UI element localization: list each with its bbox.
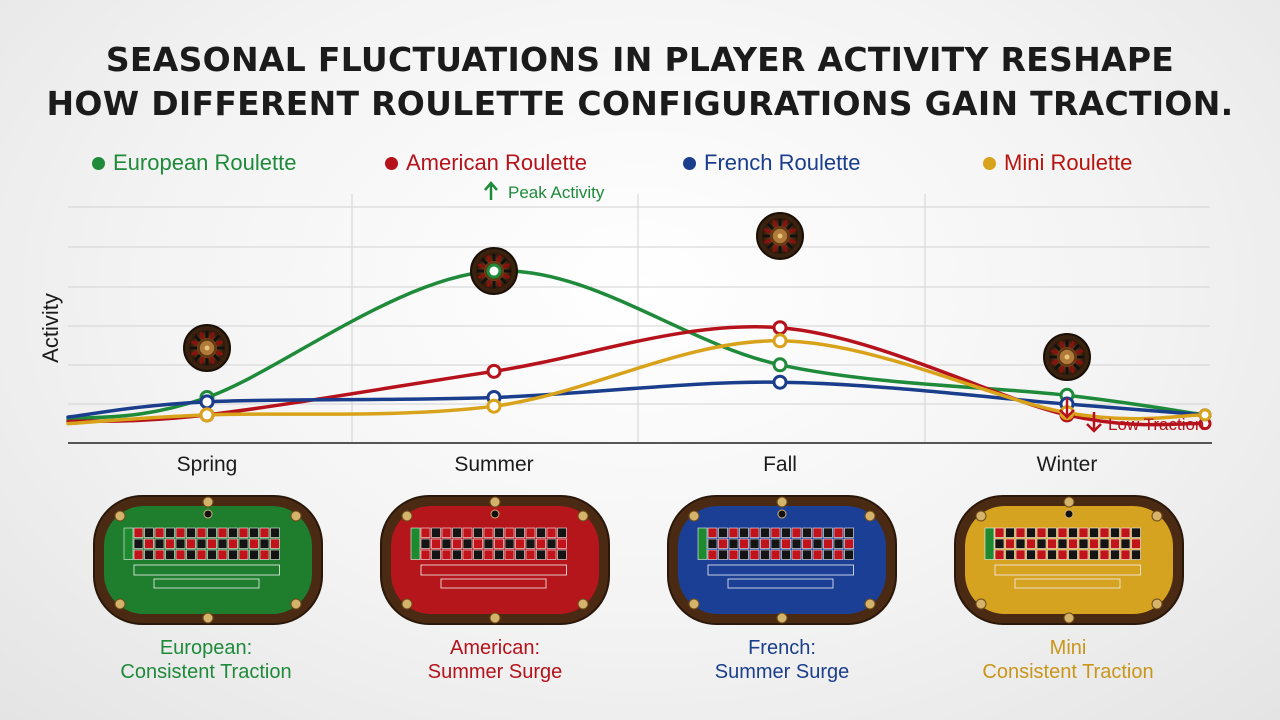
point-european-summer <box>486 263 502 279</box>
point-mini-end <box>1198 408 1212 422</box>
roulette-wheel-icon-fall <box>756 212 804 260</box>
caption-american: American: Summer Surge <box>375 636 615 684</box>
legend-marker-mini <box>983 156 996 170</box>
series-lines <box>66 269 1207 427</box>
title-line-1: SEASONAL FLUCTUATIONS IN PLAYER ACTIVITY… <box>105 40 1175 79</box>
caption-mini: Mini Consistent Traction <box>948 636 1188 684</box>
caption-mini-line-2: Consistent Traction <box>982 661 1154 683</box>
point-european-fall <box>772 357 788 373</box>
point-mini-summer <box>486 398 502 414</box>
point-mini-fall <box>772 333 788 349</box>
caption-french-line-1: French: <box>748 637 816 659</box>
caption-american-line-2: Summer Surge <box>427 661 563 683</box>
legend-item-european: European Roulette <box>92 150 296 176</box>
x-tick-fall: Fall <box>763 453 797 476</box>
roulette-table-illustration-french <box>667 495 897 625</box>
x-tick-summer: Summer <box>454 453 533 476</box>
series-points <box>199 263 1212 431</box>
activity-line-chart: Activity Spring Summer Fall Winter Peak Act… <box>38 181 1212 476</box>
chart-legend: European Roulette American Roulette Fren… <box>0 150 1280 180</box>
annotation-low-traction: Low Traction <box>1059 398 1204 434</box>
caption-european-line-1: European: <box>159 637 253 659</box>
legend-label-french: French Roulette <box>704 150 861 175</box>
point-french-fall <box>772 374 788 390</box>
caption-european: European: Consistent Traction <box>86 636 326 684</box>
legend-marker-french <box>683 156 696 170</box>
roulette-table-illustration-american <box>380 495 610 625</box>
point-french-spring <box>199 394 215 410</box>
legend-label-mini: Mini Roulette <box>1004 150 1133 175</box>
table-european <box>92 492 324 628</box>
legend-item-french: French Roulette <box>683 150 861 176</box>
annotation-peak-activity: Peak Activity <box>484 181 605 202</box>
legend-marker-american <box>385 156 398 170</box>
caption-american-line-1: American: <box>449 637 541 659</box>
chart-title: SEASONAL FLUCTUATIONS IN PLAYER ACTIVITY… <box>0 38 1280 126</box>
legend-item-american: American Roulette <box>385 150 587 176</box>
table-french <box>666 492 898 628</box>
legend-marker-european <box>92 156 105 170</box>
caption-french-line-2: Summer Surge <box>714 661 850 683</box>
title-line-2: HOW DIFFERENT ROULETTE CONFIGURATIONS GA… <box>46 84 1234 123</box>
roulette-wheel-icon-spring <box>183 324 231 372</box>
line-european <box>66 269 1207 422</box>
x-tick-winter: Winter <box>1037 453 1098 476</box>
roulette-table-illustration-european <box>93 495 323 625</box>
x-tick-spring: Spring <box>177 453 238 476</box>
roulette-wheel-markers <box>183 212 1091 381</box>
annotation-peak-label: Peak Activity <box>508 183 605 202</box>
chart-annotations: Peak Activity Low Traction <box>484 181 1204 434</box>
point-mini-spring <box>199 407 215 423</box>
line-american <box>66 325 1207 427</box>
caption-mini-line-1: Mini <box>1049 637 1087 659</box>
y-axis-label: Activity <box>38 293 63 363</box>
point-american-summer <box>486 363 502 379</box>
chart-grid <box>68 194 1210 442</box>
legend-item-mini: Mini Roulette <box>983 150 1132 176</box>
roulette-table-illustration-mini <box>954 495 1184 625</box>
caption-european-line-2: Consistent Traction <box>120 661 292 683</box>
legend-label-european: European Roulette <box>113 150 297 175</box>
caption-french: French: Summer Surge <box>662 636 902 684</box>
legend-label-american: American Roulette <box>406 150 587 175</box>
annotation-low-label: Low Traction <box>1108 415 1204 434</box>
table-mini <box>953 492 1185 628</box>
roulette-wheel-icon-winter <box>1043 333 1091 381</box>
x-axis-ticks: Spring Summer Fall Winter <box>177 453 1098 476</box>
point-american-fall <box>772 320 788 336</box>
table-american <box>379 492 611 628</box>
